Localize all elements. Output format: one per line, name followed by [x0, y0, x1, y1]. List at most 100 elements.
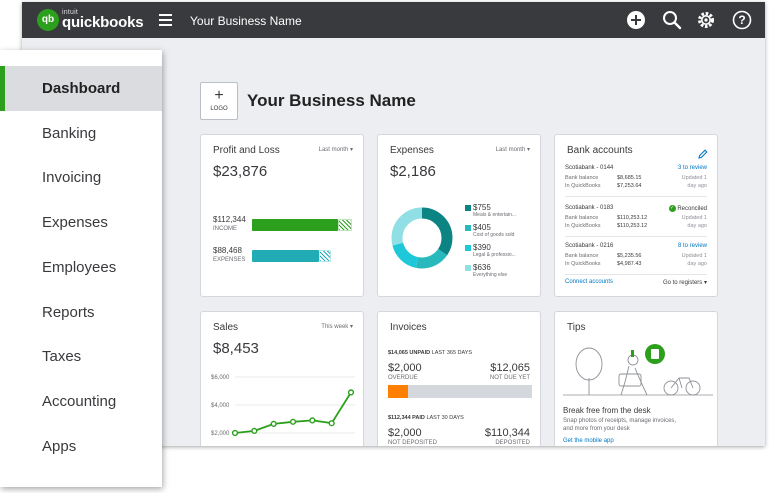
invoices-card[interactable]: Invoices $14,065 UNPAID LAST 365 DAYS $2… [377, 311, 541, 446]
edit-pencil-icon[interactable] [698, 146, 708, 159]
bank-account-row[interactable]: Scotiabank - 0183 ✓ Reconciled Bank balanc… [565, 205, 707, 239]
divider [565, 196, 707, 197]
logo-upload-box[interactable]: + LOGO [200, 82, 238, 120]
tips-title: Tips [567, 322, 586, 333]
sales-period-label: This week [321, 324, 349, 330]
sidebar-item-banking[interactable]: Banking [0, 111, 162, 156]
sales-data-point[interactable] [309, 417, 316, 424]
profit-loss-title: Profit and Loss [213, 145, 280, 156]
updated-line2: day ago [687, 261, 707, 267]
tips-card[interactable]: Tips Break free from the desk Snap photo… [554, 311, 718, 446]
paid-summary: $112,344 PAID LAST 30 DAYS [388, 415, 464, 421]
menu-icon[interactable] [159, 14, 172, 26]
profit-loss-total: $23,876 [213, 163, 268, 180]
sidebar-item-employees[interactable]: Employees [0, 245, 162, 290]
search-icon[interactable] [662, 10, 682, 30]
bank-balance-label: Bank balance [565, 175, 599, 181]
income-pending-bar[interactable] [338, 219, 352, 231]
expenses-period-label: Last month [495, 147, 526, 153]
legend-swatch [465, 265, 471, 271]
income-bar[interactable] [252, 219, 338, 231]
sidebar-nav: Dashboard Banking Invoicing Expenses Employe… [0, 50, 162, 487]
sales-total: $8,453 [213, 340, 259, 357]
bank-account-name: Scotiabank - 0144 [565, 165, 614, 171]
sales-card[interactable]: Sales This week ▾ $8,453 $6,000 $4,000 $2,… [200, 311, 364, 446]
y-tick-label: $6,000 [211, 375, 230, 381]
sidebar-item-accounting[interactable]: Accounting [0, 379, 162, 424]
bank-account-row[interactable]: Scotiabank - 0144 3 to review Bank balance… [565, 165, 707, 199]
unpaid-period: LAST 365 DAYS [431, 350, 473, 356]
sales-data-point[interactable] [289, 418, 297, 425]
review-link[interactable]: 8 to review [677, 243, 707, 249]
reconciled-label: Reconciled [677, 206, 707, 213]
expenses-period-dropdown[interactable]: Last month ▾ [496, 146, 530, 153]
sidebar-item-label: Dashboard [42, 80, 121, 97]
sales-data-point[interactable] [328, 420, 335, 427]
unpaid-summary: $14,065 UNPAID LAST 365 DAYS [388, 350, 472, 356]
go-to-registers-dropdown[interactable]: Go to registers ▾ [663, 279, 707, 286]
sidebar-item-apps[interactable]: Apps [0, 424, 162, 469]
bank-accounts-card[interactable]: Bank accounts Scotiabank - 0144 3 to revi… [554, 134, 718, 297]
plus-circle-icon[interactable] [626, 10, 646, 30]
sales-data-point[interactable] [270, 420, 277, 428]
bank-balance-label: Bank balance [565, 215, 599, 221]
qb-balance-value: $110,253.12 [617, 223, 648, 229]
expenses-card[interactable]: Expenses Last month ▾ $2,186 $755 Meals &… [377, 134, 541, 297]
intuit-label: intuit [62, 9, 78, 16]
paid-label: PAID [412, 415, 425, 421]
connect-accounts-link[interactable]: Connect accounts [565, 279, 614, 285]
expenses-pending-bar[interactable] [319, 250, 331, 262]
legend-value: $755 [473, 203, 491, 212]
help-icon[interactable]: ? [732, 10, 752, 30]
review-link[interactable]: 3 to review [677, 165, 707, 171]
deposited-value: $110,344 [484, 427, 530, 439]
bank-balance-value: $5,235.56 [617, 253, 642, 259]
sales-data-point[interactable] [231, 429, 239, 437]
sidebar-item-dashboard[interactable]: Dashboard [0, 66, 162, 111]
sales-line-chart[interactable]: $6,000 $4,000 $2,000 [201, 367, 364, 446]
quickbooks-logo-icon: qb [37, 9, 59, 31]
sidebar-item-label: Banking [42, 124, 97, 142]
check-circle-icon: ✓ [668, 205, 676, 212]
top-business-name[interactable]: Your Business Name [190, 14, 302, 28]
chevron-down-icon: ▾ [703, 280, 707, 286]
legend-swatch [465, 205, 471, 211]
expenses-value: $88,468 [213, 246, 242, 255]
sales-period-dropdown[interactable]: This week ▾ [321, 323, 353, 330]
sidebar-item-invoicing[interactable]: Invoicing [0, 155, 162, 200]
y-tick-label: $4,000 [211, 403, 230, 409]
profit-loss-period-label: Last month [318, 147, 349, 153]
sales-data-point[interactable] [251, 427, 258, 435]
bank-account-row[interactable]: Scotiabank - 0216 8 to review Bank balance… [565, 243, 707, 277]
legend-swatch [465, 225, 471, 231]
qb-balance-label: In QuickBooks [565, 223, 601, 229]
updated-line1: Updated 1 [681, 175, 707, 181]
deposited-label: DEPOSITED [495, 440, 530, 446]
chevron-down-icon: ▾ [349, 324, 353, 330]
unpaid-progress-bar[interactable] [388, 385, 532, 398]
legend-label: Everything else [473, 272, 508, 278]
gear-icon[interactable] [696, 10, 716, 30]
profit-loss-period-dropdown[interactable]: Last month ▾ [319, 146, 353, 153]
mobile-app-link[interactable]: Get the mobile app [563, 438, 614, 444]
donut-slice[interactable] [391, 207, 453, 269]
donut-slice[interactable] [391, 207, 453, 269]
income-label: INCOME [213, 226, 237, 232]
sidebar-item-expenses[interactable]: Expenses [0, 200, 162, 245]
legend-label: Meals & entertain... [473, 212, 517, 218]
updated-line2: day ago [687, 183, 707, 189]
sidebar-item-reports[interactable]: Reports [0, 290, 162, 335]
sales-title: Sales [213, 322, 239, 333]
sidebar-item-label: Taxes [42, 348, 82, 366]
paid-period: LAST 30 DAYS [426, 415, 464, 421]
updated-line1: Updated 1 [681, 215, 707, 221]
sales-data-point[interactable] [347, 389, 355, 396]
legend-value: $636 [473, 263, 491, 272]
profit-loss-card[interactable]: Profit and Loss Last month ▾ $23,876 $11… [200, 134, 364, 297]
sidebar-item-label: Expenses [42, 214, 108, 232]
sidebar-item-label: Reports [42, 303, 95, 321]
sidebar-item-taxes[interactable]: Taxes [0, 334, 162, 379]
expenses-bar[interactable] [252, 250, 319, 262]
expenses-donut-chart[interactable] [387, 203, 457, 273]
divider [565, 274, 707, 275]
